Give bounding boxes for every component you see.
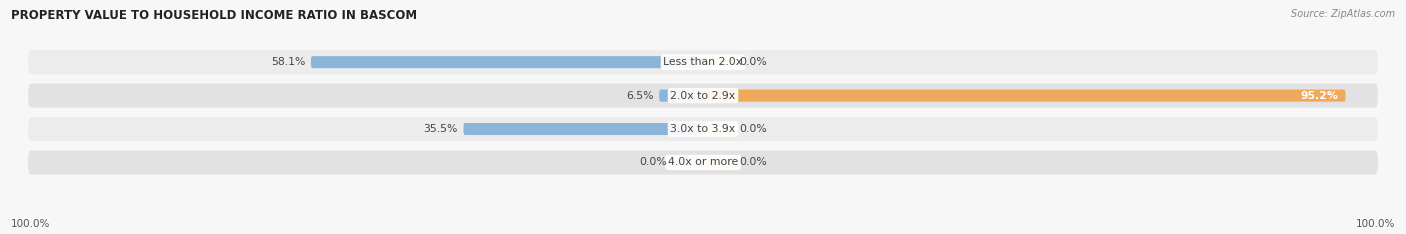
FancyBboxPatch shape [28, 150, 1378, 175]
Text: 0.0%: 0.0% [738, 157, 766, 168]
FancyBboxPatch shape [703, 123, 734, 135]
Text: 4.0x or more: 4.0x or more [668, 157, 738, 168]
Text: 0.0%: 0.0% [738, 124, 766, 134]
Text: 35.5%: 35.5% [423, 124, 458, 134]
Text: 58.1%: 58.1% [271, 57, 305, 67]
FancyBboxPatch shape [703, 56, 734, 68]
FancyBboxPatch shape [28, 117, 1378, 141]
FancyBboxPatch shape [464, 123, 703, 135]
FancyBboxPatch shape [672, 157, 703, 168]
FancyBboxPatch shape [659, 90, 703, 102]
Text: 100.0%: 100.0% [11, 219, 51, 229]
FancyBboxPatch shape [703, 157, 734, 168]
Text: 2.0x to 2.9x: 2.0x to 2.9x [671, 91, 735, 101]
FancyBboxPatch shape [703, 90, 1346, 102]
Text: 0.0%: 0.0% [640, 157, 668, 168]
FancyBboxPatch shape [28, 84, 1378, 108]
Text: 0.0%: 0.0% [738, 57, 766, 67]
Text: 6.5%: 6.5% [626, 91, 654, 101]
FancyBboxPatch shape [311, 56, 703, 68]
Text: PROPERTY VALUE TO HOUSEHOLD INCOME RATIO IN BASCOM: PROPERTY VALUE TO HOUSEHOLD INCOME RATIO… [11, 9, 418, 22]
FancyBboxPatch shape [28, 50, 1378, 74]
Text: Source: ZipAtlas.com: Source: ZipAtlas.com [1291, 9, 1395, 19]
Text: Less than 2.0x: Less than 2.0x [664, 57, 742, 67]
Text: 100.0%: 100.0% [1355, 219, 1395, 229]
Text: 95.2%: 95.2% [1301, 91, 1339, 101]
Text: 3.0x to 3.9x: 3.0x to 3.9x [671, 124, 735, 134]
